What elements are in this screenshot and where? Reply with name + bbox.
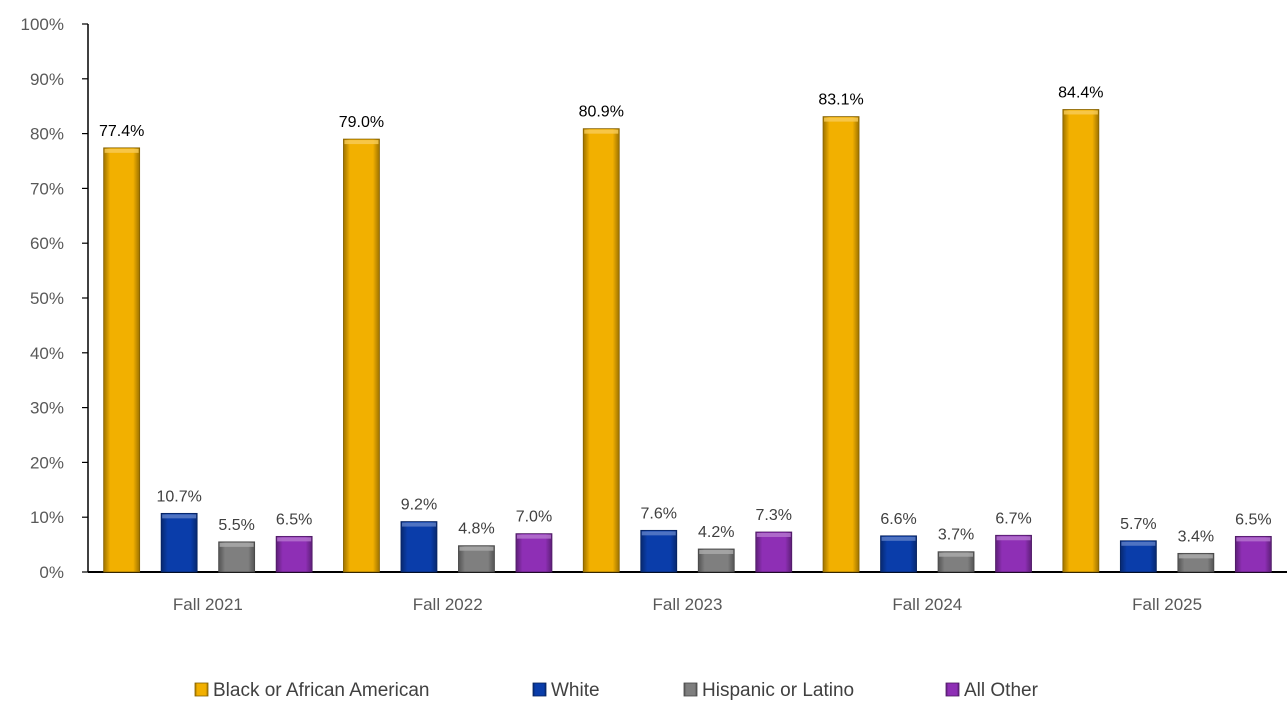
data-label-white: 9.2% xyxy=(401,497,437,514)
legend-label: All Other xyxy=(964,680,1039,700)
legend-swatch xyxy=(945,682,960,697)
x-tick-label: Fall 2024 xyxy=(892,595,962,614)
bar-hispanic-or-latino-fall-2021 xyxy=(218,541,256,573)
bar-white-fall-2021 xyxy=(160,512,198,573)
legend-label: Black or African American xyxy=(213,680,429,700)
bar-top-highlight xyxy=(1121,541,1156,546)
data-label-black-or-african-american: 84.4% xyxy=(1058,84,1103,101)
legend-item-hispanic-or-latino: Hispanic or Latino xyxy=(683,680,854,701)
data-label-all-other: 6.7% xyxy=(995,510,1031,527)
data-label-white: 6.6% xyxy=(880,511,916,528)
y-axis: 0% 10% 20% 30% 40% 50% 60% 70% 80% 90% 100% xyxy=(21,15,89,582)
bar-all-other-fall-2025 xyxy=(1234,535,1272,573)
bar-top-highlight xyxy=(459,546,494,551)
data-label-all-other: 6.5% xyxy=(1235,511,1271,528)
legend-item-black-or-african-american: Black or African American xyxy=(194,680,429,701)
bar-top-highlight xyxy=(996,536,1031,541)
bar-top-highlight xyxy=(401,522,436,527)
bar-top-highlight xyxy=(1236,537,1271,542)
bar-all-other-fall-2024 xyxy=(995,534,1032,573)
data-label-all-other: 6.5% xyxy=(276,511,312,528)
data-label-black-or-african-american: 79.0% xyxy=(339,114,384,131)
bar-all-other-fall-2022 xyxy=(515,533,553,573)
bar-top-highlight xyxy=(104,148,139,153)
y-tick-label: 10% xyxy=(30,508,64,527)
y-tick-label: 80% xyxy=(30,125,64,144)
legend-label: Hispanic or Latino xyxy=(702,680,854,700)
bar-hispanic-or-latino-fall-2023 xyxy=(697,548,735,573)
y-tick-label: 20% xyxy=(30,453,64,472)
x-tick-label: Fall 2022 xyxy=(413,595,483,614)
data-label-hispanic-or-latino: 3.7% xyxy=(938,527,974,544)
bar-white-fall-2023 xyxy=(640,529,678,573)
bar-top-highlight xyxy=(277,537,312,542)
bar-top-highlight xyxy=(516,534,551,539)
bar-white-fall-2022 xyxy=(400,521,438,573)
bar-top-highlight xyxy=(1063,110,1098,115)
data-label-white: 7.6% xyxy=(641,505,677,522)
bar-top-highlight xyxy=(881,536,916,541)
y-tick-label: 90% xyxy=(30,70,64,89)
bar-black-or-african-american-fall-2025 xyxy=(1062,109,1100,573)
x-axis: Fall 2021 Fall 2022 Fall 2023 Fall 2024 Fall… xyxy=(88,571,1287,614)
data-label-white: 10.7% xyxy=(156,488,201,505)
y-tick-label: 50% xyxy=(30,289,64,308)
bar-top-highlight xyxy=(1178,554,1213,559)
data-label-black-or-african-american: 77.4% xyxy=(99,123,144,140)
bar-top-highlight xyxy=(939,552,974,557)
bar-black-or-african-american-fall-2022 xyxy=(343,138,380,573)
bar-black-or-african-american-fall-2024 xyxy=(822,116,860,573)
legend-swatch xyxy=(683,682,698,697)
legend-label: White xyxy=(551,680,600,700)
bar-all-other-fall-2021 xyxy=(275,535,313,573)
bar-white-fall-2024 xyxy=(880,535,917,573)
data-label-white: 5.7% xyxy=(1120,516,1156,533)
bar-hispanic-or-latino-fall-2024 xyxy=(937,551,975,573)
x-tick-label: Fall 2025 xyxy=(1132,595,1202,614)
y-tick-label: 60% xyxy=(30,234,64,253)
legend-swatch xyxy=(194,682,209,697)
y-tick-label: 40% xyxy=(30,344,64,363)
data-label-hispanic-or-latino: 5.5% xyxy=(218,517,254,534)
legend-item-white: White xyxy=(532,680,600,701)
bar-top-highlight xyxy=(641,531,676,536)
legend-swatch xyxy=(532,682,547,697)
bar-top-highlight xyxy=(756,532,791,537)
bar-white-fall-2025 xyxy=(1119,540,1157,573)
x-tick-label: Fall 2021 xyxy=(173,595,243,614)
bar-all-other-fall-2023 xyxy=(755,531,793,573)
bar-top-highlight xyxy=(824,117,859,122)
data-label-all-other: 7.0% xyxy=(516,509,552,526)
bar-black-or-african-american-fall-2023 xyxy=(582,128,620,573)
data-labels: 77.4% 10.7% 5.5% 6.5% 79.0% 9.2% 4.8% 7.0% 80.9%… xyxy=(99,84,1272,545)
data-label-hispanic-or-latino: 3.4% xyxy=(1178,528,1214,545)
legend: Black or African American White Hispanic o… xyxy=(194,680,1039,701)
bar-top-highlight xyxy=(162,514,197,519)
data-label-black-or-african-american: 80.9% xyxy=(579,104,624,121)
bar-top-highlight xyxy=(584,129,619,134)
y-tick-label: 0% xyxy=(39,563,64,582)
data-label-hispanic-or-latino: 4.8% xyxy=(458,521,494,538)
bar-top-highlight xyxy=(344,140,379,145)
data-label-all-other: 7.3% xyxy=(756,507,792,524)
x-tick-label: Fall 2023 xyxy=(653,595,723,614)
data-label-hispanic-or-latino: 4.2% xyxy=(698,524,734,541)
data-label-black-or-african-american: 83.1% xyxy=(818,92,863,109)
y-tick-label: 100% xyxy=(21,15,64,34)
y-tick-label: 70% xyxy=(30,179,64,198)
bar-top-highlight xyxy=(219,542,254,547)
bar-black-or-african-american-fall-2021 xyxy=(103,147,141,573)
bars xyxy=(103,109,1272,573)
y-tick-label: 30% xyxy=(30,399,64,418)
bar-top-highlight xyxy=(699,549,734,554)
legend-item-all-other: All Other xyxy=(945,680,1039,701)
